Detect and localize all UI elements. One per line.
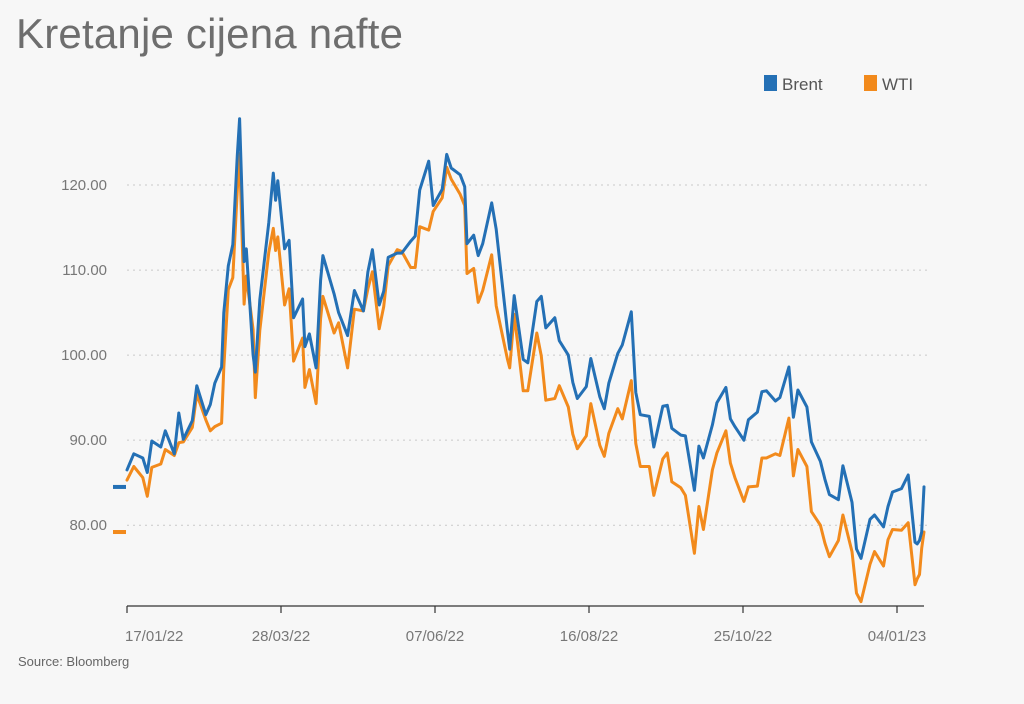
y-tick-label: 110.00: [62, 262, 107, 279]
y-axis-ticks: 80.00 90.00 100.00 110.00 120.00: [61, 177, 107, 534]
grid-lines: [127, 184, 928, 526]
legend-swatch-wti: [864, 75, 877, 91]
y-tick-label: 120.00: [61, 177, 107, 194]
last-value-markers: [113, 484, 126, 535]
legend-label-wti: WTI: [882, 75, 913, 94]
last-value-marker-brent: [113, 484, 126, 489]
x-axis: 17/01/22 28/03/22 07/06/22 16/08/22 25/10/22…: [125, 605, 926, 645]
series-line-brent: [125, 117, 926, 560]
x-tick-label: 16/08/22: [560, 628, 618, 645]
x-tick-label: 28/03/22: [252, 628, 310, 645]
x-tick-label: 17/01/22: [125, 628, 183, 645]
legend-label-brent: Brent: [782, 75, 823, 94]
series-lines: [125, 117, 926, 604]
source-note: Source: Bloomberg: [18, 654, 130, 669]
x-tick-label: 07/06/22: [406, 628, 464, 645]
x-tick-label: 25/10/22: [714, 628, 772, 645]
y-tick-label: 80.00: [69, 517, 107, 534]
y-tick-label: 90.00: [69, 432, 107, 449]
series-line-wti: [125, 152, 926, 604]
legend: Brent WTI: [764, 75, 913, 94]
legend-swatch-brent: [764, 75, 777, 91]
page-title: Kretanje cijena nafte: [16, 10, 404, 57]
y-tick-label: 100.00: [61, 347, 107, 364]
x-tick-label: 04/01/23: [868, 628, 926, 645]
last-value-marker-wti: [113, 530, 126, 535]
